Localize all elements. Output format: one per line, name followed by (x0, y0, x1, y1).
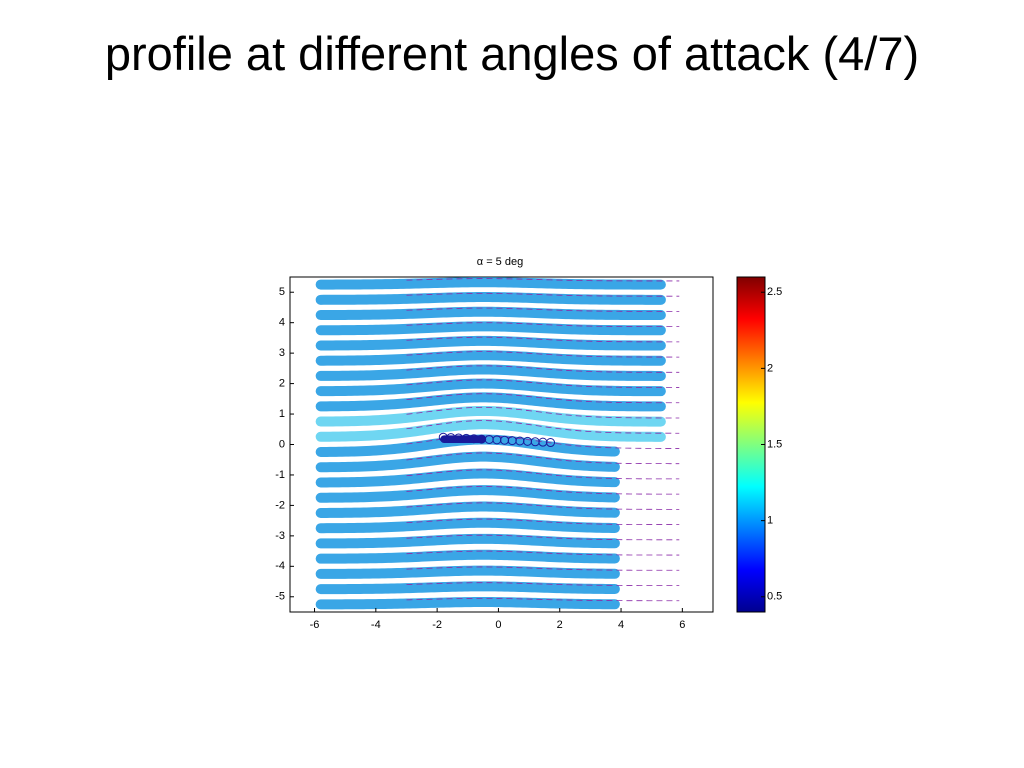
y-tick-label: 1 (279, 408, 285, 420)
streamline (315, 378, 666, 397)
streamline (315, 277, 666, 290)
y-tick-label: -1 (275, 469, 285, 481)
airfoil-panel (546, 438, 556, 448)
streamline (315, 364, 666, 381)
velocity-arrows (406, 582, 680, 586)
velocity-arrows (406, 502, 680, 510)
streamline (315, 597, 620, 610)
velocity-arrows (406, 452, 680, 465)
velocity-arrows (406, 518, 680, 525)
streamline (315, 501, 620, 518)
streamline (315, 533, 620, 549)
velocity-arrows (406, 351, 680, 358)
slide-title: profile at different angles of attack (4… (104, 27, 920, 80)
x-tick-label: 6 (679, 619, 685, 631)
streamline (315, 306, 666, 321)
streamline (315, 549, 620, 564)
y-tick-label: 5 (279, 286, 285, 298)
chart-title: α = 5 deg (477, 256, 523, 268)
velocity-arrows (406, 393, 680, 404)
velocity-arrows (406, 406, 680, 419)
colorbar-tick-label: 0.5 (767, 591, 782, 603)
y-tick-label: -2 (275, 499, 285, 511)
streamline (315, 565, 620, 579)
x-tick-label: -4 (371, 619, 381, 631)
colorbar-tick-label: 2.5 (767, 286, 782, 298)
streamline (315, 292, 666, 305)
streamline (315, 335, 666, 351)
streamline (315, 517, 620, 534)
streamline (315, 468, 620, 488)
velocity-arrows (406, 550, 680, 556)
y-tick-label: -3 (275, 530, 285, 542)
velocity-arrows (406, 597, 680, 602)
velocity-arrows (406, 336, 680, 343)
y-tick-label: 0 (279, 438, 285, 450)
streamline (315, 581, 620, 595)
streamline (315, 485, 620, 503)
velocity-arrows (406, 486, 680, 495)
x-tick-label: 0 (495, 619, 501, 631)
colorbar (736, 276, 766, 613)
streamline (315, 419, 666, 442)
streamline (315, 451, 620, 473)
x-tick-label: -2 (432, 619, 442, 631)
y-tick-label: 4 (279, 317, 285, 329)
velocity-arrows (406, 534, 680, 541)
y-tick-label: 3 (279, 347, 285, 359)
velocity-arrows (406, 322, 680, 328)
velocity-arrows (406, 365, 680, 373)
velocity-arrows (406, 420, 680, 434)
streamline (315, 405, 666, 427)
colorbar-tick-label: 1.5 (767, 438, 782, 450)
velocity-arrows (406, 566, 680, 571)
streamline (315, 392, 666, 412)
x-tick-label: -6 (310, 619, 320, 631)
colorbar-tick-label: 1 (767, 515, 773, 527)
y-tick-label: -4 (275, 560, 285, 572)
streamline (315, 321, 666, 336)
velocity-arrows (406, 292, 680, 297)
velocity-arrows (406, 379, 680, 388)
colorbar-tick-label: 2 (767, 362, 773, 374)
velocity-arrows (406, 307, 680, 312)
x-tick-label: 4 (618, 619, 624, 631)
velocity-arrows (406, 469, 680, 480)
velocity-arrows (406, 278, 680, 282)
streamline (315, 350, 666, 366)
y-tick-label: -5 (275, 591, 285, 603)
x-tick-label: 2 (557, 619, 563, 631)
y-tick-label: 2 (279, 377, 285, 389)
